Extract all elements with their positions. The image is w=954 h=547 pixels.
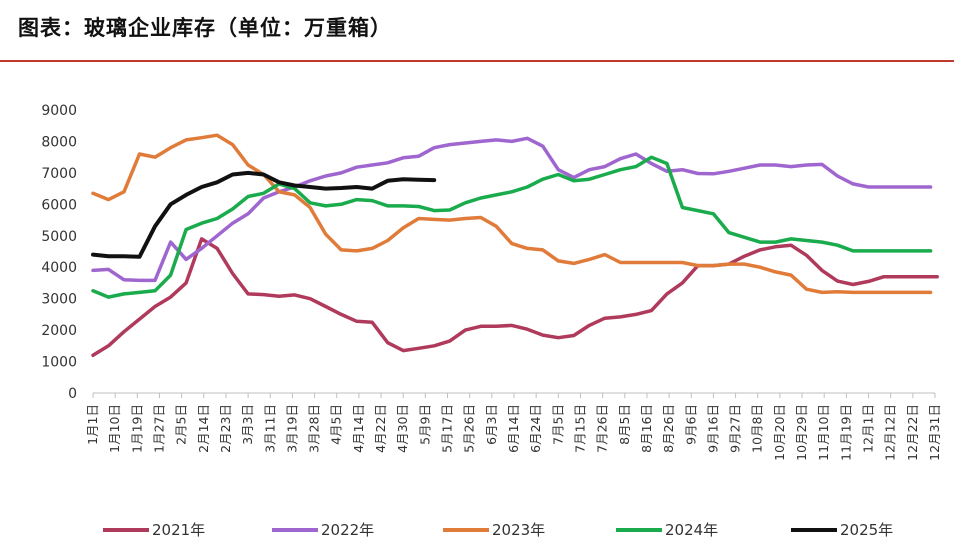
y-tick-label: 5000 bbox=[41, 229, 77, 245]
legend-item: 2022年 bbox=[272, 519, 374, 540]
y-tick-label: 9000 bbox=[41, 103, 77, 119]
title-rule bbox=[0, 60, 954, 62]
x-tick-label: 1月19日 bbox=[129, 404, 144, 453]
x-tick-label: 2月14日 bbox=[196, 404, 211, 453]
legend-item: 2024年 bbox=[616, 519, 718, 540]
x-tick-label: 4月14日 bbox=[351, 404, 366, 453]
legend-swatch bbox=[443, 527, 489, 532]
page-title: 图表：玻璃企业库存（单位：万重箱） bbox=[18, 16, 392, 40]
legend-label: 2024年 bbox=[665, 521, 719, 539]
x-tick-label: 2月23日 bbox=[218, 404, 233, 453]
x-tick-label: 7月26日 bbox=[595, 404, 610, 453]
x-tick-label: 12月31日 bbox=[927, 404, 942, 461]
legend-item: 2021年 bbox=[103, 519, 205, 540]
x-tick-label: 10月29日 bbox=[794, 404, 809, 461]
x-tick-label: 3月19日 bbox=[284, 404, 299, 453]
series-line-4 bbox=[91, 170, 437, 259]
legend-label: 2022年 bbox=[321, 521, 375, 539]
x-tick-label: 2月5日 bbox=[174, 404, 189, 445]
y-axis: 0 1000 2000 3000 4000 5000 6000 7000 8000 9000 bbox=[41, 103, 77, 402]
x-tick-label: 9月27日 bbox=[728, 404, 743, 453]
legend-swatch bbox=[616, 527, 662, 532]
series-line-1 bbox=[91, 136, 933, 283]
y-tick-label: 3000 bbox=[41, 292, 77, 308]
x-tick-label: 3月3日 bbox=[240, 404, 255, 445]
y-tick-label: 6000 bbox=[41, 197, 77, 213]
x-tick-label: 8月16日 bbox=[639, 404, 654, 453]
legend-item: 2025年 bbox=[791, 519, 893, 540]
legend: 2021年 2022年 2023年 2024年 2025年 bbox=[0, 519, 954, 543]
y-tick-label: 8000 bbox=[41, 134, 77, 150]
legend-swatch bbox=[791, 527, 837, 532]
x-tick-label: 3月11日 bbox=[262, 404, 277, 453]
x-tick-label: 5月26日 bbox=[462, 404, 477, 453]
x-tick-label: 4月22日 bbox=[373, 404, 388, 453]
x-tick-label: 1月1日 bbox=[85, 404, 100, 445]
series-line-2 bbox=[91, 133, 933, 295]
x-tick-label: 9月16日 bbox=[705, 404, 720, 453]
x-tick-label: 4月5日 bbox=[329, 404, 344, 445]
legend-swatch bbox=[272, 527, 318, 532]
legend-swatch bbox=[103, 527, 149, 532]
legend-label: 2025年 bbox=[840, 521, 894, 539]
x-tick-label: 8月26日 bbox=[661, 404, 676, 453]
x-tick-label: 8月5日 bbox=[617, 404, 632, 445]
x-tick-label: 3月28日 bbox=[307, 404, 322, 453]
series-line-0 bbox=[91, 237, 939, 358]
x-tick-label: 5月17日 bbox=[440, 404, 455, 453]
x-tick-label: 4月30日 bbox=[395, 404, 410, 453]
x-tick-label: 1月27日 bbox=[151, 404, 166, 453]
legend-label: 2023年 bbox=[492, 521, 546, 539]
legend-item: 2023年 bbox=[443, 519, 545, 540]
x-tick-label: 12月1日 bbox=[861, 404, 876, 453]
series-line-3 bbox=[91, 155, 933, 299]
x-tick-label: 12月22日 bbox=[905, 404, 920, 461]
y-tick-label: 4000 bbox=[41, 260, 77, 276]
x-tick-label: 11月10日 bbox=[816, 404, 831, 461]
x-tick-label: 12月12日 bbox=[883, 404, 898, 461]
x-tick-label: 11月19日 bbox=[838, 404, 853, 461]
series-lines bbox=[91, 133, 939, 358]
legend-label: 2021年 bbox=[152, 521, 206, 539]
x-tick-label: 7月5日 bbox=[550, 404, 565, 445]
x-tick-label: 1月10日 bbox=[107, 404, 122, 453]
y-tick-label: 2000 bbox=[41, 323, 77, 339]
x-tick-label: 10月8日 bbox=[750, 404, 765, 453]
x-tick-label: 6月24日 bbox=[528, 404, 543, 453]
y-tick-label: 0 bbox=[68, 386, 77, 402]
y-tick-label: 1000 bbox=[41, 355, 77, 371]
x-tick-label: 10月20日 bbox=[772, 404, 787, 461]
x-tick-label: 5月9日 bbox=[417, 404, 432, 445]
x-tick-label: 6月14日 bbox=[506, 404, 521, 453]
x-axis: 1月1日 1月10日 1月19日 1月27日 2月5日 2月14日 2月23日 3月3日 3月1… bbox=[85, 393, 942, 461]
x-tick-label: 7月15日 bbox=[572, 404, 587, 453]
x-tick-label: 6月3日 bbox=[484, 404, 499, 445]
y-tick-label: 7000 bbox=[41, 166, 77, 182]
x-tick-label: 9月6日 bbox=[683, 404, 698, 445]
